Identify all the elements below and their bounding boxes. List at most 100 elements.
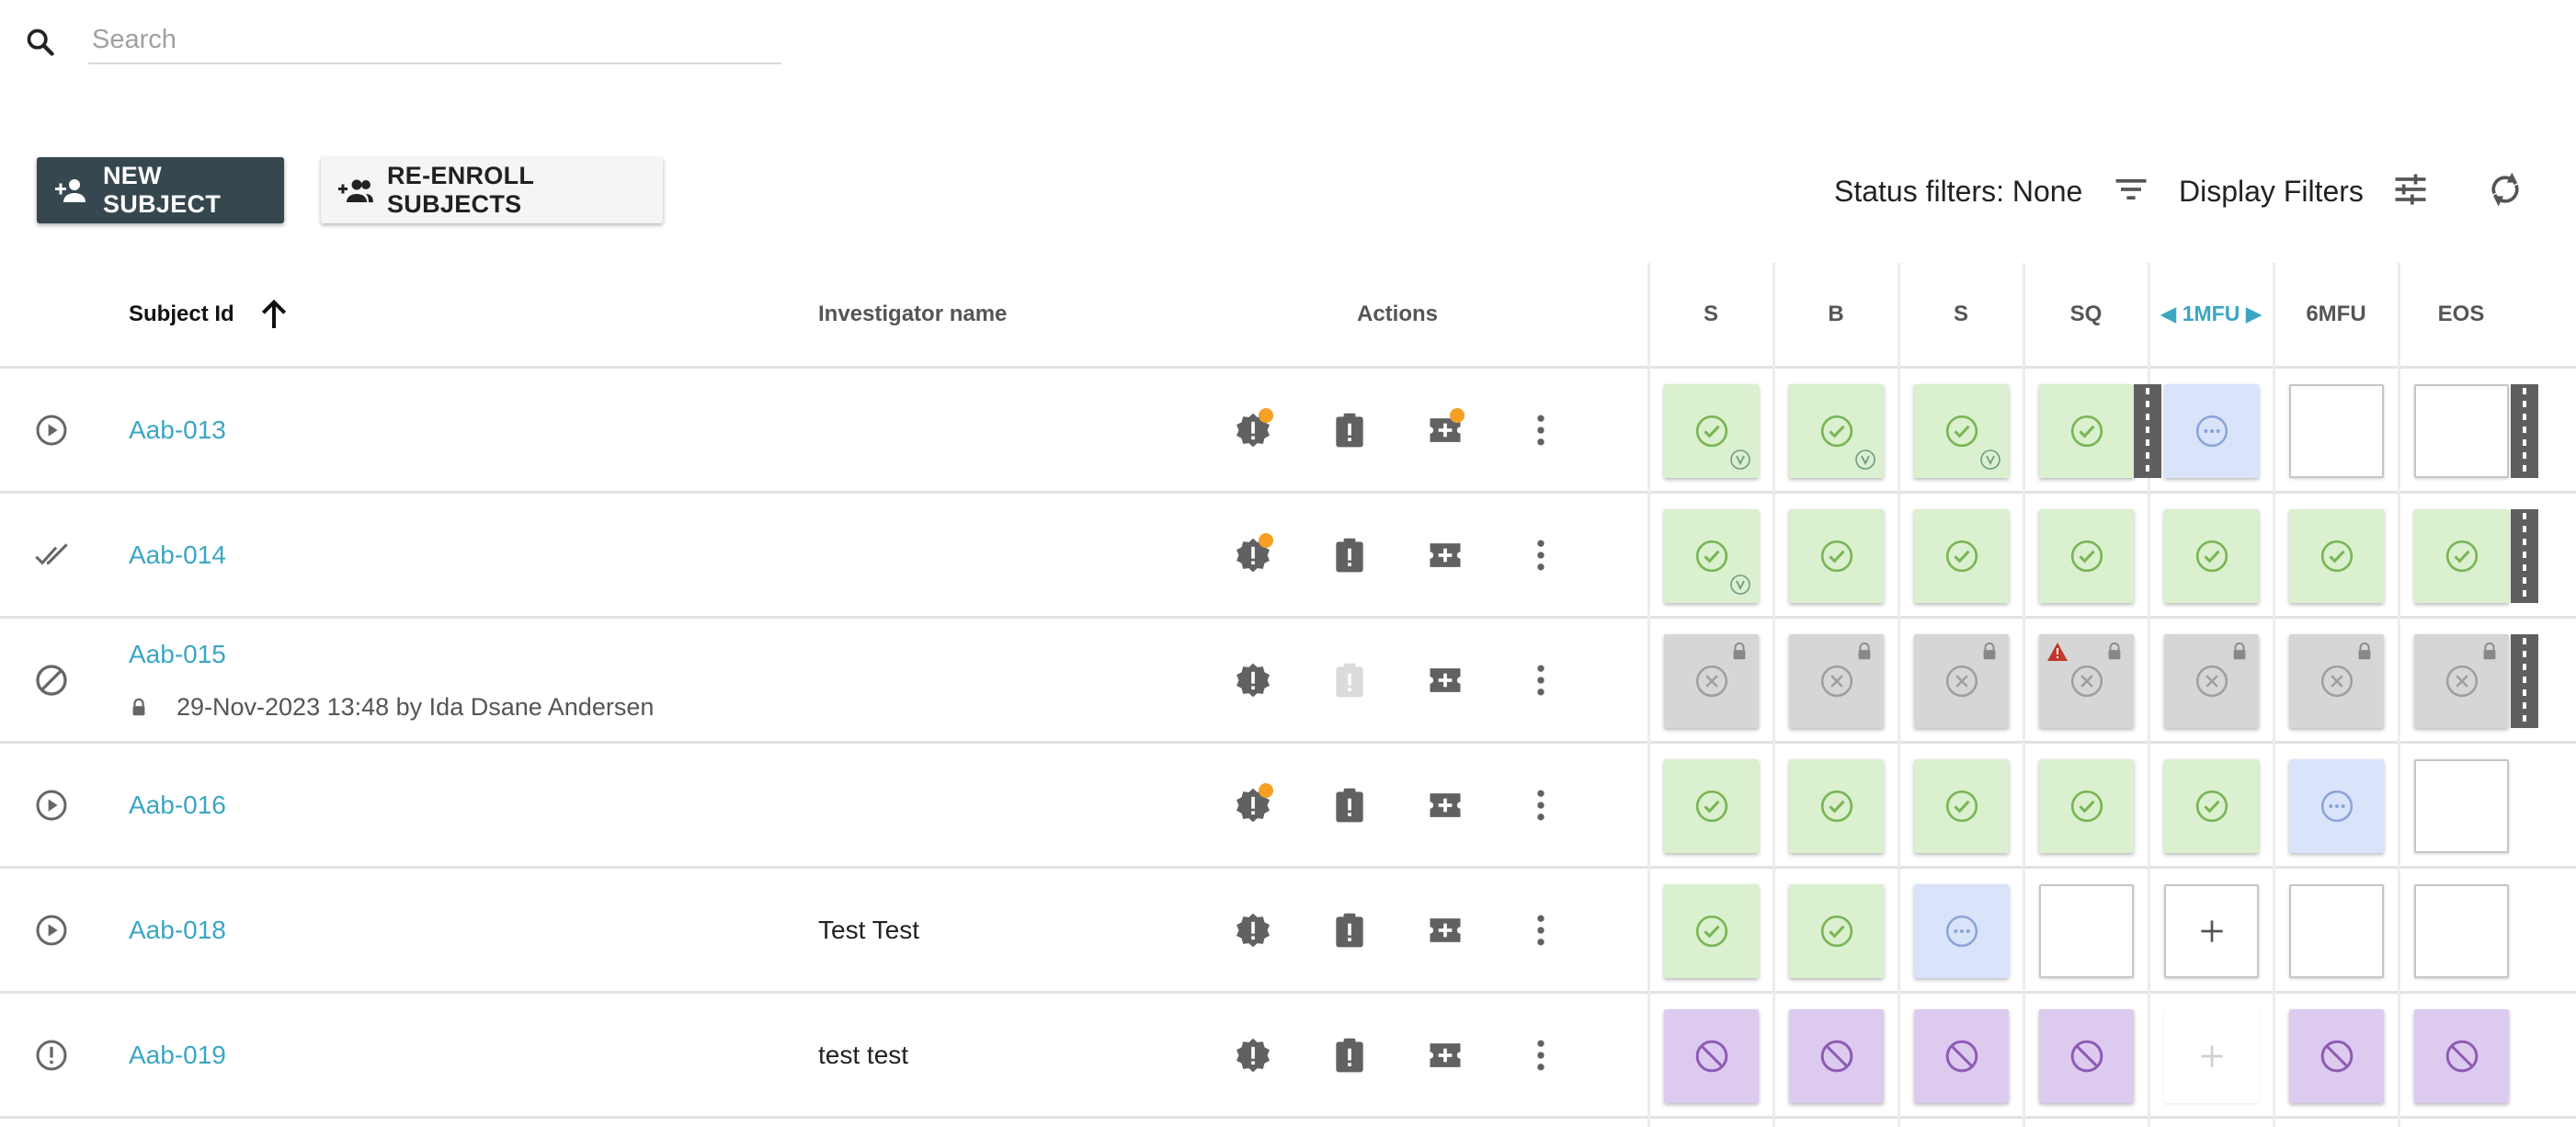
visit-cell-complete[interactable] — [2039, 509, 2134, 603]
clipboard-alert-icon[interactable] — [1329, 410, 1370, 450]
visit-cell-complete[interactable] — [1914, 384, 2009, 478]
visit-cell-complete[interactable] — [1664, 509, 1759, 603]
reenroll-subjects-button[interactable]: RE-ENROLL SUBJECTS — [321, 157, 663, 223]
visit-cell-empty[interactable] — [2414, 759, 2509, 853]
tune-icon[interactable] — [2390, 169, 2431, 210]
subject-id-link[interactable]: Aab-013 — [129, 416, 226, 444]
visit-cell-complete[interactable] — [1789, 384, 1884, 478]
visit-cell-add[interactable] — [2164, 1009, 2259, 1103]
visit-cell-locked[interactable] — [1914, 634, 2009, 728]
check-circle-icon — [2195, 540, 2228, 573]
visit-cell-not-applicable[interactable] — [1789, 1009, 1884, 1103]
visit-cell-locked[interactable] — [2164, 634, 2259, 728]
visit-cell-complete[interactable] — [1664, 884, 1759, 978]
more-vert-icon[interactable] — [1521, 410, 1561, 450]
visit-cell-empty[interactable] — [2289, 884, 2384, 978]
visit-cell-in-progress[interactable] — [1914, 884, 2009, 978]
visit-cell-complete[interactable] — [1664, 759, 1759, 853]
block-icon — [36, 665, 67, 696]
more-vert-icon[interactable] — [1521, 1035, 1561, 1076]
lock-icon — [2483, 642, 2496, 660]
visit-cell-complete[interactable] — [1664, 384, 1759, 478]
ticket-add-icon[interactable] — [1425, 410, 1465, 450]
visit-cell-not-applicable[interactable] — [2414, 1009, 2509, 1103]
visit-cell-complete[interactable] — [2414, 509, 2509, 603]
clipboard-alert-icon[interactable] — [1329, 660, 1370, 700]
visit-window-marker — [2511, 384, 2538, 478]
badge-alert-icon[interactable] — [1233, 1035, 1273, 1076]
header-divider — [0, 366, 2576, 369]
visit-cell-in-progress[interactable] — [2164, 384, 2259, 478]
visit-header-4[interactable]: ◀ 1MFU ▶ — [2154, 302, 2268, 326]
lock-icon — [1983, 642, 1996, 660]
ticket-add-icon[interactable] — [1425, 660, 1465, 700]
visit-header-5: 6MFU — [2306, 302, 2366, 326]
subject-id-link[interactable]: Aab-016 — [129, 791, 226, 819]
visit-cell-empty[interactable] — [2414, 884, 2509, 978]
column-divider — [2273, 263, 2275, 1127]
column-divider — [1647, 263, 1650, 1127]
visit-cell-locked[interactable] — [2289, 634, 2384, 728]
in-progress-icon — [2195, 415, 2228, 448]
subject-id-header[interactable]: Subject Id — [129, 302, 234, 327]
visit-cell-complete[interactable] — [1789, 759, 1884, 853]
visit-cell-not-applicable[interactable] — [1914, 1009, 2009, 1103]
visit-cell-complete[interactable] — [1789, 884, 1884, 978]
badge-alert-icon[interactable] — [1233, 660, 1273, 700]
visit-cell-complete[interactable] — [2164, 759, 2259, 853]
cancel-circle-icon — [2445, 665, 2478, 698]
more-vert-icon[interactable] — [1521, 660, 1561, 700]
column-divider — [2148, 263, 2150, 1127]
visit-cell-complete[interactable] — [2039, 759, 2134, 853]
subject-id-link[interactable]: Aab-019 — [129, 1041, 226, 1069]
visit-cell-locked[interactable] — [2414, 634, 2509, 728]
subject-id-link[interactable]: Aab-014 — [129, 541, 226, 569]
visit-cell-in-progress[interactable] — [2289, 759, 2384, 853]
search-bar — [22, 17, 781, 66]
visit-cell-add[interactable] — [2164, 884, 2259, 978]
subject-id-link[interactable]: Aab-018 — [129, 916, 226, 944]
visit-cell-empty[interactable] — [2039, 884, 2134, 978]
ticket-add-icon[interactable] — [1425, 535, 1465, 575]
visit-cell-complete[interactable] — [1914, 509, 2009, 603]
visit-header-6: EOS — [2437, 302, 2485, 326]
visit-cell-not-applicable[interactable] — [1664, 1009, 1759, 1103]
filter-icon[interactable] — [2111, 169, 2151, 210]
visit-cell-locked[interactable] — [1789, 634, 1884, 728]
sort-ascending-icon[interactable] — [256, 296, 292, 333]
prev-visit-icon[interactable]: ◀ — [2160, 302, 2183, 325]
visit-cell-empty[interactable] — [2414, 384, 2509, 478]
visit-cell-complete[interactable] — [2164, 509, 2259, 603]
refresh-icon[interactable] — [2485, 169, 2525, 210]
visit-cell-locked[interactable] — [1664, 634, 1759, 728]
visit-cell-locked[interactable] — [2039, 634, 2134, 728]
clipboard-alert-icon[interactable] — [1329, 1035, 1370, 1076]
subject-id-header-label: Subject Id — [129, 302, 234, 326]
ticket-add-icon[interactable] — [1425, 1035, 1465, 1076]
clipboard-alert-icon[interactable] — [1329, 785, 1370, 825]
visit-cell-empty[interactable] — [2289, 384, 2384, 478]
visit-cell-complete[interactable] — [2289, 509, 2384, 603]
cancel-circle-icon — [1945, 665, 1978, 698]
badge-alert-icon[interactable] — [1233, 910, 1273, 951]
ticket-add-icon[interactable] — [1425, 910, 1465, 951]
visit-cell-complete[interactable] — [1789, 509, 1884, 603]
clipboard-alert-icon[interactable] — [1329, 910, 1370, 951]
display-filters-label[interactable]: Display Filters — [2179, 175, 2364, 208]
lock-icon — [2108, 642, 2121, 660]
next-visit-icon[interactable]: ▶ — [2240, 302, 2263, 325]
visit-cell-not-applicable[interactable] — [2289, 1009, 2384, 1103]
check-circle-icon — [1820, 790, 1852, 823]
more-vert-icon[interactable] — [1521, 535, 1561, 575]
visit-cell-not-applicable[interactable] — [2039, 1009, 2134, 1103]
more-vert-icon[interactable] — [1521, 910, 1561, 951]
more-vert-icon[interactable] — [1521, 785, 1561, 825]
visit-cell-complete[interactable] — [2039, 384, 2134, 478]
visit-cell-complete[interactable] — [1914, 759, 2009, 853]
search-input[interactable] — [88, 17, 781, 64]
clipboard-alert-icon[interactable] — [1329, 535, 1370, 575]
group-add-icon — [338, 179, 373, 202]
ticket-add-icon[interactable] — [1425, 785, 1465, 825]
new-subject-button[interactable]: NEW SUBJECT — [37, 157, 284, 223]
subject-id-link[interactable]: Aab-015 — [129, 640, 226, 668]
